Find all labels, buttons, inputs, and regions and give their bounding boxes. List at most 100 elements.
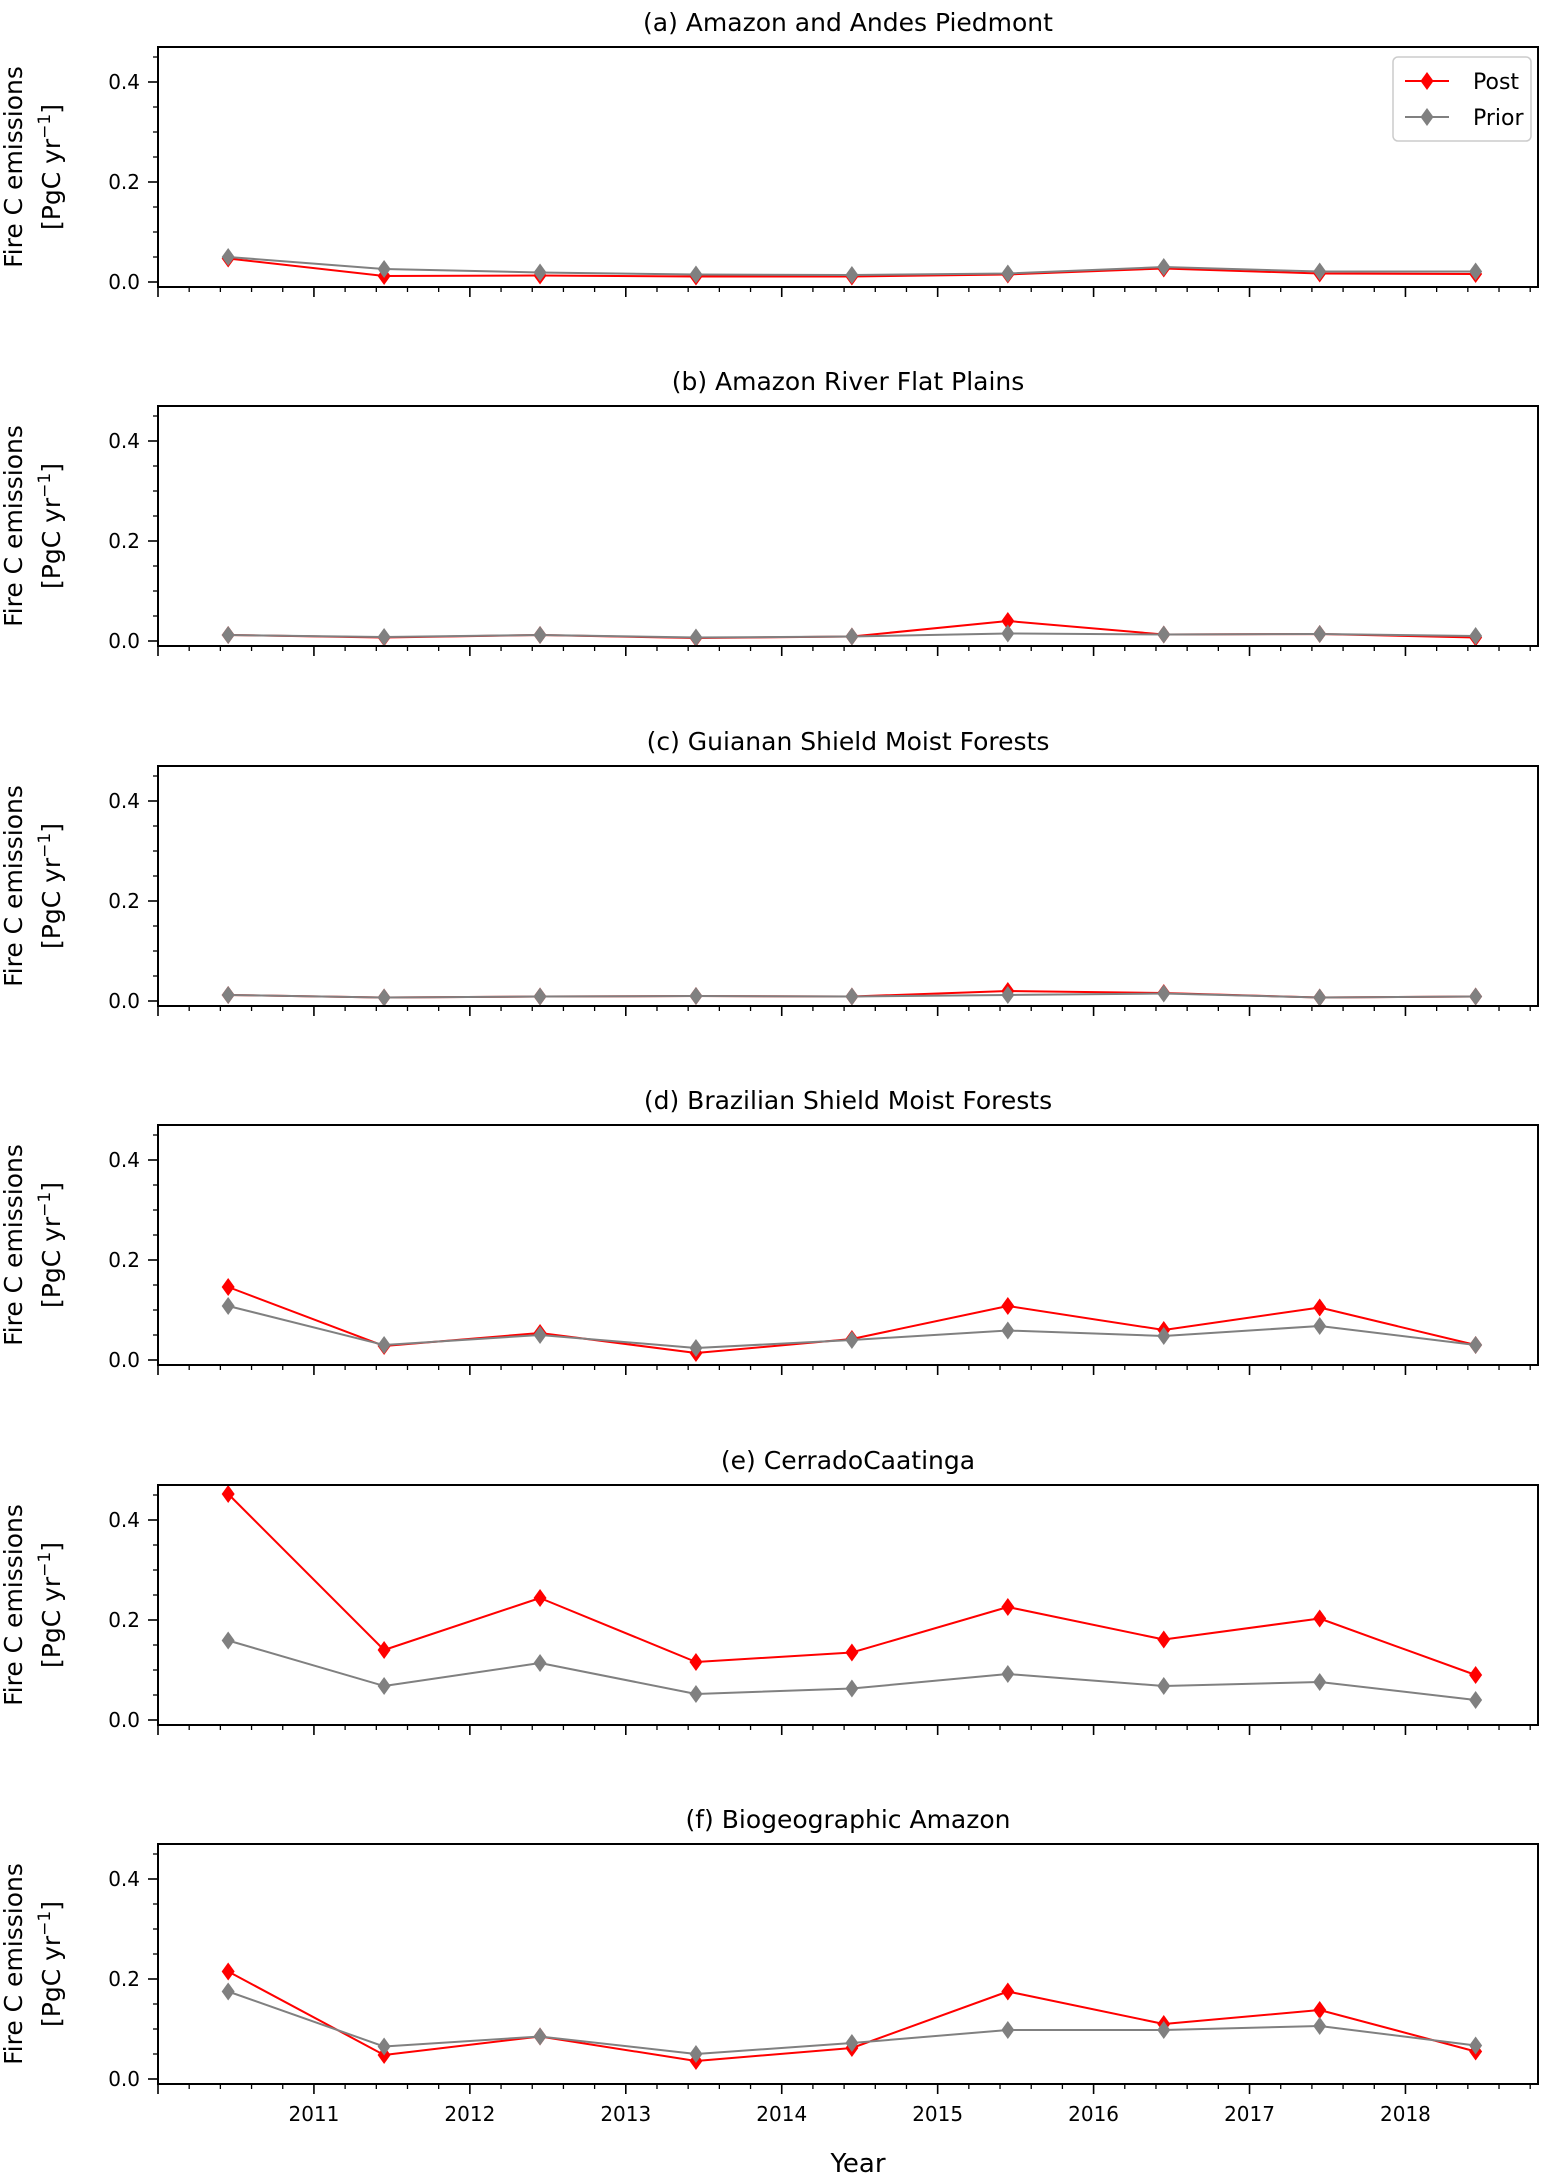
y-tick-label: 0.2 [108, 1608, 140, 1632]
data-point-prior [845, 1679, 859, 1698]
y-axis-units-text: [PgC yr [37, 857, 66, 949]
y-axis-units-close: ] [37, 1182, 66, 1192]
plot-frame [157, 1843, 1539, 2085]
data-point-post [1157, 1630, 1171, 1649]
data-point-prior [1001, 1665, 1015, 1683]
y-tick-label: 0.2 [108, 529, 140, 553]
data-point-prior [1157, 1327, 1171, 1345]
legend: Post Prior [1392, 56, 1532, 142]
data-point-prior [1001, 1321, 1015, 1340]
data-point-prior [221, 1297, 235, 1315]
data-point-prior [689, 1339, 703, 1357]
data-point-prior [1001, 624, 1015, 643]
data-point-prior [1157, 1677, 1171, 1695]
y-axis-label: Fire C emissions [0, 425, 28, 627]
data-point-prior [1469, 1336, 1483, 1354]
y-tick-label: 0.4 [108, 1148, 140, 1172]
legend-label: Post [1473, 70, 1519, 95]
y-tick-label: 0.0 [108, 989, 140, 1013]
y-axis-units-exponent: −1 [35, 114, 55, 139]
data-point-post [689, 1653, 703, 1671]
y-axis-units-close: ] [37, 1901, 66, 1911]
y-axis-units-text: [PgC yr [37, 1935, 66, 2027]
data-point-prior [1469, 2036, 1483, 2055]
x-tick-label: 2015 [912, 2102, 963, 2126]
data-point-prior [845, 266, 859, 284]
data-point-prior [1313, 1317, 1327, 1335]
data-point-prior [1313, 625, 1327, 643]
data-point-post [221, 1962, 235, 1981]
x-tick-label: 2018 [1380, 2102, 1431, 2126]
y-tick-label: 0.2 [108, 889, 140, 913]
panel-title: (d) Brazilian Shield Moist Forests [644, 1086, 1052, 1115]
y-tick-label: 0.4 [108, 429, 140, 453]
panel-title: (e) CerradoCaatinga [721, 1446, 975, 1475]
y-tick-label: 0.4 [108, 1508, 140, 1532]
data-point-prior [533, 987, 547, 1006]
data-point-post [1313, 1298, 1327, 1317]
data-point-post [533, 1589, 547, 1607]
plot-frame [157, 1484, 1539, 1726]
y-tick-label: 0.4 [108, 1867, 140, 1891]
x-tick-label: 2013 [600, 2102, 651, 2126]
data-point-prior [377, 1336, 391, 1354]
y-tick-label: 0.0 [108, 2067, 140, 2091]
data-point-post [845, 1643, 859, 1662]
data-point-prior [1001, 986, 1015, 1004]
data-point-prior [689, 1685, 703, 1703]
legend-marker [1420, 108, 1434, 126]
data-point-prior [533, 263, 547, 282]
y-axis-label-units: [PgC yr−1] [35, 463, 66, 589]
data-point-prior [377, 2037, 391, 2056]
data-point-prior [533, 1326, 547, 1344]
y-axis-label-units: [PgC yr−1] [35, 1182, 66, 1308]
data-point-prior [221, 986, 235, 1004]
y-axis-units-close: ] [37, 463, 66, 473]
data-point-prior [845, 627, 859, 646]
data-point-prior [377, 628, 391, 646]
plot-frame [157, 405, 1539, 647]
panel-d: (d) Brazilian Shield Moist Forests 0.0 0.2… [0, 1086, 1539, 1375]
data-point-prior [1157, 2021, 1171, 2039]
panel-f: (f) Biogeographic Amazon 2011 2012 2013 2014… [0, 1805, 1539, 2126]
data-point-post [1313, 1609, 1327, 1628]
data-point-prior [221, 1982, 235, 2001]
x-axis-label: Year [829, 2149, 885, 2177]
y-axis-label-units: [PgC yr−1] [35, 1542, 66, 1668]
plot-frame [157, 1124, 1539, 1366]
data-point-prior [1157, 258, 1171, 276]
data-point-post [1469, 1666, 1483, 1684]
data-point-prior [533, 626, 547, 644]
data-point-prior [1469, 262, 1483, 281]
data-point-prior [377, 260, 391, 278]
y-axis-units-exponent: −1 [35, 1911, 55, 1936]
panel-title: (f) Biogeographic Amazon [685, 1805, 1010, 1834]
legend-label: Prior [1473, 106, 1524, 131]
data-point-prior [845, 2034, 859, 2052]
data-point-prior [689, 2045, 703, 2063]
x-tick-label: 2011 [288, 2102, 339, 2126]
x-tick-label: 2016 [1068, 2102, 1119, 2126]
data-point-post [221, 1278, 235, 1296]
plot-frame [157, 46, 1539, 288]
data-point-prior [1157, 984, 1171, 1003]
data-point-prior [1469, 1691, 1483, 1709]
data-point-prior [533, 2027, 547, 2046]
y-axis-units-exponent: −1 [35, 473, 55, 498]
data-point-prior [1001, 264, 1015, 283]
y-axis-units-close: ] [37, 1542, 66, 1552]
plot-frame [157, 765, 1539, 1007]
panel-c: (c) Guianan Shield Moist Forests 0.0 0.2 0.… [0, 727, 1539, 1016]
panel-a: (a) Amazon and Andes Piedmont 0.0 0.2 0.4 Fi… [0, 8, 1539, 297]
data-point-prior [533, 1654, 547, 1672]
y-axis-units-text: [PgC yr [37, 1576, 66, 1668]
panel-b: (b) Amazon River Flat Plains 0.0 0.2 0.4 Fir… [0, 367, 1539, 656]
y-tick-label: 0.2 [108, 1967, 140, 1991]
data-point-post [1001, 1297, 1015, 1315]
data-point-prior [221, 626, 235, 644]
data-point-post [1001, 1598, 1015, 1616]
data-point-prior [1469, 627, 1483, 645]
data-point-prior [1469, 987, 1483, 1006]
y-axis-label: Fire C emissions [0, 785, 28, 987]
